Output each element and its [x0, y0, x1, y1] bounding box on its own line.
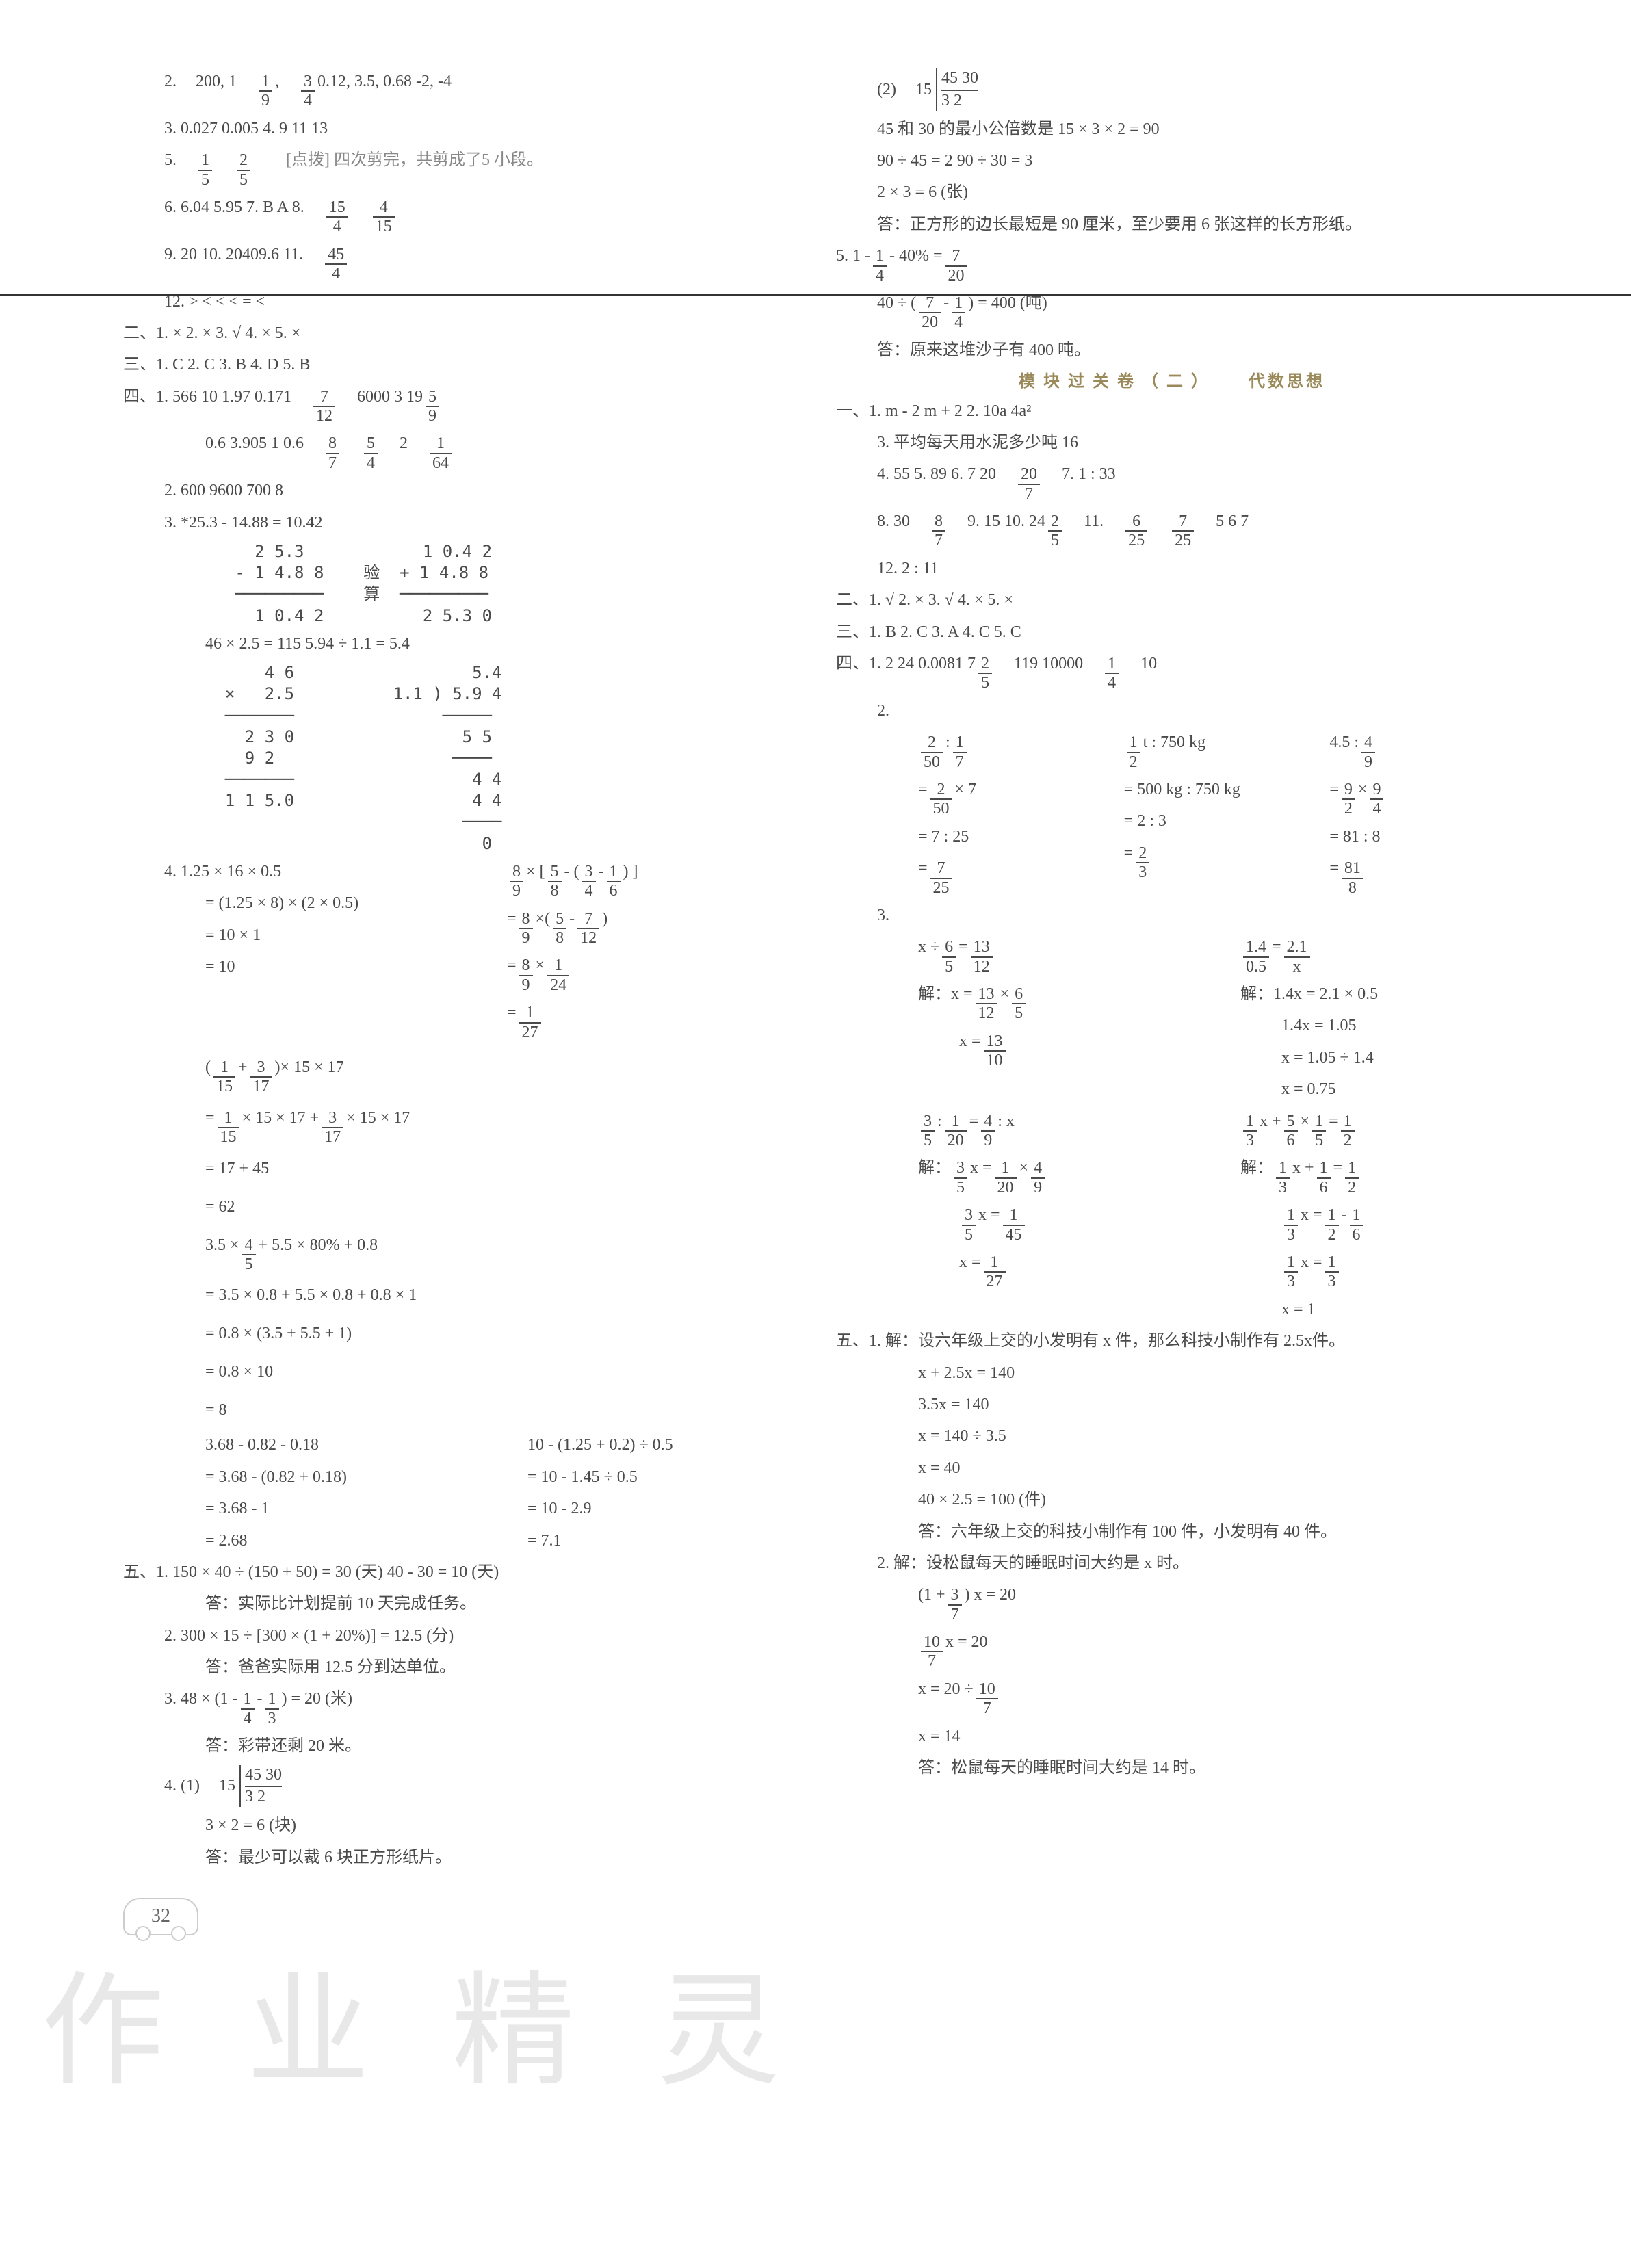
answer-line: 6. 6.04 5.95 7. B A 8. 154 415 — [123, 194, 795, 236]
answer-line: 3. 0.027 0.005 4. 9 11 13 — [123, 116, 795, 142]
answer-line: 46 × 2.5 = 115 5.94 ÷ 1.1 = 5.4 — [123, 631, 795, 657]
answer-line: 3 × 2 = 6 (块) — [123, 1812, 795, 1838]
hint-text: [点拨] 四次剪完，共剪成了5 小段。 — [286, 147, 543, 173]
equation-block: 4. 1.25 × 16 × 0.5 = (1.25 × 8) × (2 × 0… — [123, 859, 795, 1047]
answer-line: 3. 48 × (1 - 14 - 13 ) = 20 (米) — [123, 1686, 795, 1728]
equation-block: 3.68 - 0.82 - 0.18 = 3.68 - (0.82 + 0.18… — [123, 1432, 795, 1559]
page-number: 32 — [123, 1898, 795, 1935]
answer-line: 0.6 3.905 1 0.6 87 54 2 164 — [123, 430, 795, 472]
answer-line: 2. 600 9600 700 8 — [123, 478, 795, 504]
equation-block: 250:17 =250× 7 = 7 : 25 =725 12 t : 750 … — [836, 729, 1508, 902]
vertical-calculation: 2 5.3 1 0.4 2 - 1 4.8 8 验 + 1 4.8 8 ────… — [205, 541, 795, 627]
section-4-1: 四、1. 2 24 0.0081 7 25 119 10000 14 10 — [836, 651, 1508, 692]
answer-line: 2 × 3 = 6 (张) — [836, 179, 1508, 205]
answer-text: 答：实际比计划提前 10 天完成任务。 — [123, 1591, 795, 1617]
page-content: 2. 200, 1 19 , 34 0.12, 3.5, 0.68 -2, -4… — [123, 68, 1508, 1935]
answer-line: 4. (1) 15 45 303 2 — [123, 1765, 795, 1808]
answer-line: 8. 30 87 9. 15 10. 24 25 11. 625 725 5 6… — [836, 508, 1508, 550]
answer-line: 40 ÷ ( 720 - 14 ) = 400 (吨) — [836, 290, 1508, 332]
section-3: 三、1. C 2. C 3. B 4. D 5. B — [123, 352, 795, 378]
equation-block: 35:120=49: x 解：35x =120×49 35x =145 x =1… — [836, 1108, 1508, 1329]
short-division: 15 45 303 2 — [915, 68, 978, 111]
watermark: 作业精灵 — [41, 1934, 862, 2131]
section-5-1: 五、1. 150 × 40 ÷ (150 + 50) = 30 (天) 40 -… — [123, 1559, 795, 1585]
answer-line: 3. *25.3 - 14.88 = 10.42 — [123, 510, 795, 536]
equation-block: x + 2.5x = 140 3.5x = 140 x = 140 ÷ 3.5 … — [836, 1360, 1508, 1513]
answer-line: 5. 1 - 14 - 40% = 720 — [836, 243, 1508, 285]
answer-text: 答：六年级上交的科技小制作有 100 件，小发明有 40 件。 — [836, 1519, 1508, 1545]
answer-line: (2) 15 45 303 2 — [836, 68, 1508, 111]
section-5-1: 五、1. 解：设六年级上交的小发明有 x 件，那么科技小制作有 2.5x件。 — [836, 1328, 1508, 1354]
answer-line: 12. 2 : 11 — [836, 556, 1508, 582]
right-column: (2) 15 45 303 2 45 和 30 的最小公倍数是 15 × 3 ×… — [836, 68, 1508, 1935]
horizontal-rule — [0, 294, 1631, 296]
section-1: 一、1. m - 2 m + 2 2. 10a 4a² — [836, 398, 1508, 424]
module-title: 模块过关卷（二）代数思想 — [836, 369, 1508, 395]
car-icon: 32 — [123, 1898, 198, 1935]
answer-line: 45 和 30 的最小公倍数是 15 × 3 × 2 = 90 — [836, 116, 1508, 142]
section-3: 三、1. B 2. C 3. A 4. C 5. C — [836, 619, 1508, 645]
equation-block: (1 +37) x = 20 107x = 20 x = 20 ÷107 x =… — [836, 1582, 1508, 1749]
section-2: 二、1. × 2. × 3. √ 4. × 5. × — [123, 320, 795, 346]
answer-text: 答：原来这堆沙子有 400 吨。 — [836, 337, 1508, 363]
short-division: 15 45 303 2 — [219, 1765, 282, 1808]
answer-line: 5. 15 25 [点拨] 四次剪完，共剪成了5 小段。 — [123, 147, 795, 189]
section-4-3: 3. — [836, 902, 1508, 928]
answer-text: 答：正方形的边长最短是 90 厘米，至少要用 6 张这样的长方形纸。 — [836, 211, 1508, 237]
answer-text: 答：彩带还剩 20 米。 — [123, 1733, 795, 1759]
section-4-1: 四、1. 566 10 1.97 0.171 712 6000 3 19 59 — [123, 384, 795, 426]
section-2: 二、1. √ 2. × 3. √ 4. × 5. × — [836, 587, 1508, 613]
answer-text: 答：松鼠每天的睡眠时间大约是 14 时。 — [836, 1755, 1508, 1781]
equation-block: ( 115 + 317 ) × 15 × 17 = 115 × 15 × 17 … — [205, 1051, 795, 1223]
answer-line: 90 ÷ 45 = 2 90 ÷ 30 = 3 — [836, 148, 1508, 174]
vertical-calculation: 4 6 5.4 × 2.5 1.1 ) 5.9 4 ─────── ───── … — [205, 662, 795, 855]
answer-text: 答：最少可以裁 6 块正方形纸片。 — [123, 1845, 795, 1871]
equation-block: x ÷65=1312 解：x =1312×65 x =1310 1.40.5=2… — [836, 934, 1508, 1108]
left-column: 2. 200, 1 19 , 34 0.12, 3.5, 0.68 -2, -4… — [123, 68, 795, 1935]
section-5-2: 2. 解：设松鼠每天的睡眠时间大约是 x 时。 — [836, 1550, 1508, 1576]
answer-line: 9. 20 10. 20409.6 11. 454 — [123, 242, 795, 283]
answer-line: 2. 200, 1 19 , 34 0.12, 3.5, 0.68 -2, -4 — [123, 68, 795, 110]
equation-block: 3.5 × 45 + 5.5 × 80% + 0.8 = 3.5 × 0.8 +… — [205, 1229, 795, 1427]
answer-text: 答：爸爸实际用 12.5 分到达单位。 — [123, 1654, 795, 1680]
answer-line: 2. 300 × 15 ÷ [300 × (1 + 20%)] = 12.5 (… — [123, 1623, 795, 1649]
section-4-2: 2. — [836, 698, 1508, 724]
answer-line: 3. 平均每天用水泥多少吨 16 — [836, 430, 1508, 456]
answer-line: 4. 55 5. 89 6. 7 20 207 7. 1 : 33 — [836, 461, 1508, 503]
answer-line: 12. > < < < = < — [123, 289, 795, 315]
